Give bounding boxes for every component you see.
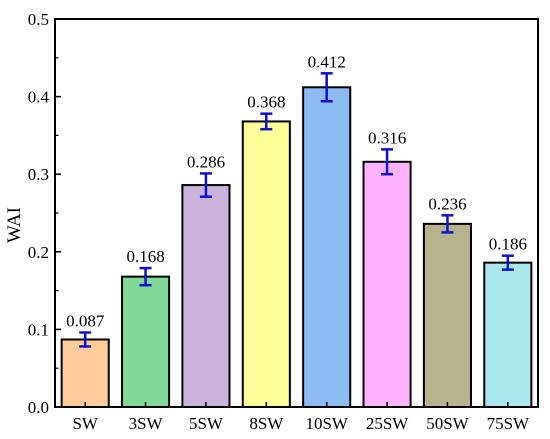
y-tick-label: 0.2 xyxy=(28,243,49,262)
bar-75SW xyxy=(483,261,533,408)
y-tick-label: 0.0 xyxy=(28,398,49,417)
x-tick-label-5SW: 5SW xyxy=(189,414,224,433)
y-tick-label: 0.1 xyxy=(28,320,49,339)
data-label-5SW: 0.286 xyxy=(187,152,225,171)
y-tick-label: 0.4 xyxy=(28,88,50,107)
data-label-25SW: 0.316 xyxy=(368,128,406,147)
x-tick-label-SW: SW xyxy=(72,414,98,433)
data-label-3SW: 0.168 xyxy=(126,247,164,266)
x-tick-label-25SW: 25SW xyxy=(366,414,409,433)
data-label-8SW: 0.368 xyxy=(247,93,285,112)
x-tick-label-3SW: 3SW xyxy=(129,414,164,433)
y-tick-label: 0.5 xyxy=(28,10,49,29)
bar-SW xyxy=(60,338,110,409)
y-tick-label: 0.3 xyxy=(28,165,49,184)
plot-area: 0.087 SW 0.168 3SW 0.286 5SW 0.368 8SW 0.412 10SW… xyxy=(28,10,539,433)
plot-frame xyxy=(54,18,539,408)
x-tick-label-75SW: 75SW xyxy=(487,414,530,433)
bar-50SW xyxy=(422,222,472,408)
x-tick-label-10SW: 10SW xyxy=(305,414,348,433)
bar-25SW xyxy=(362,160,412,408)
y-axis-label: WAI xyxy=(4,207,25,243)
x-tick-label-8SW: 8SW xyxy=(249,414,284,433)
bar-8SW xyxy=(241,120,291,408)
bar-5SW xyxy=(181,184,231,408)
x-tick-label-50SW: 50SW xyxy=(426,414,469,433)
data-label-50SW: 0.236 xyxy=(428,194,466,213)
bar-10SW xyxy=(302,86,352,409)
bar-3SW xyxy=(121,275,171,408)
data-label-10SW: 0.412 xyxy=(308,52,346,71)
data-label-SW: 0.087 xyxy=(66,312,105,331)
data-label-75SW: 0.186 xyxy=(489,235,527,254)
